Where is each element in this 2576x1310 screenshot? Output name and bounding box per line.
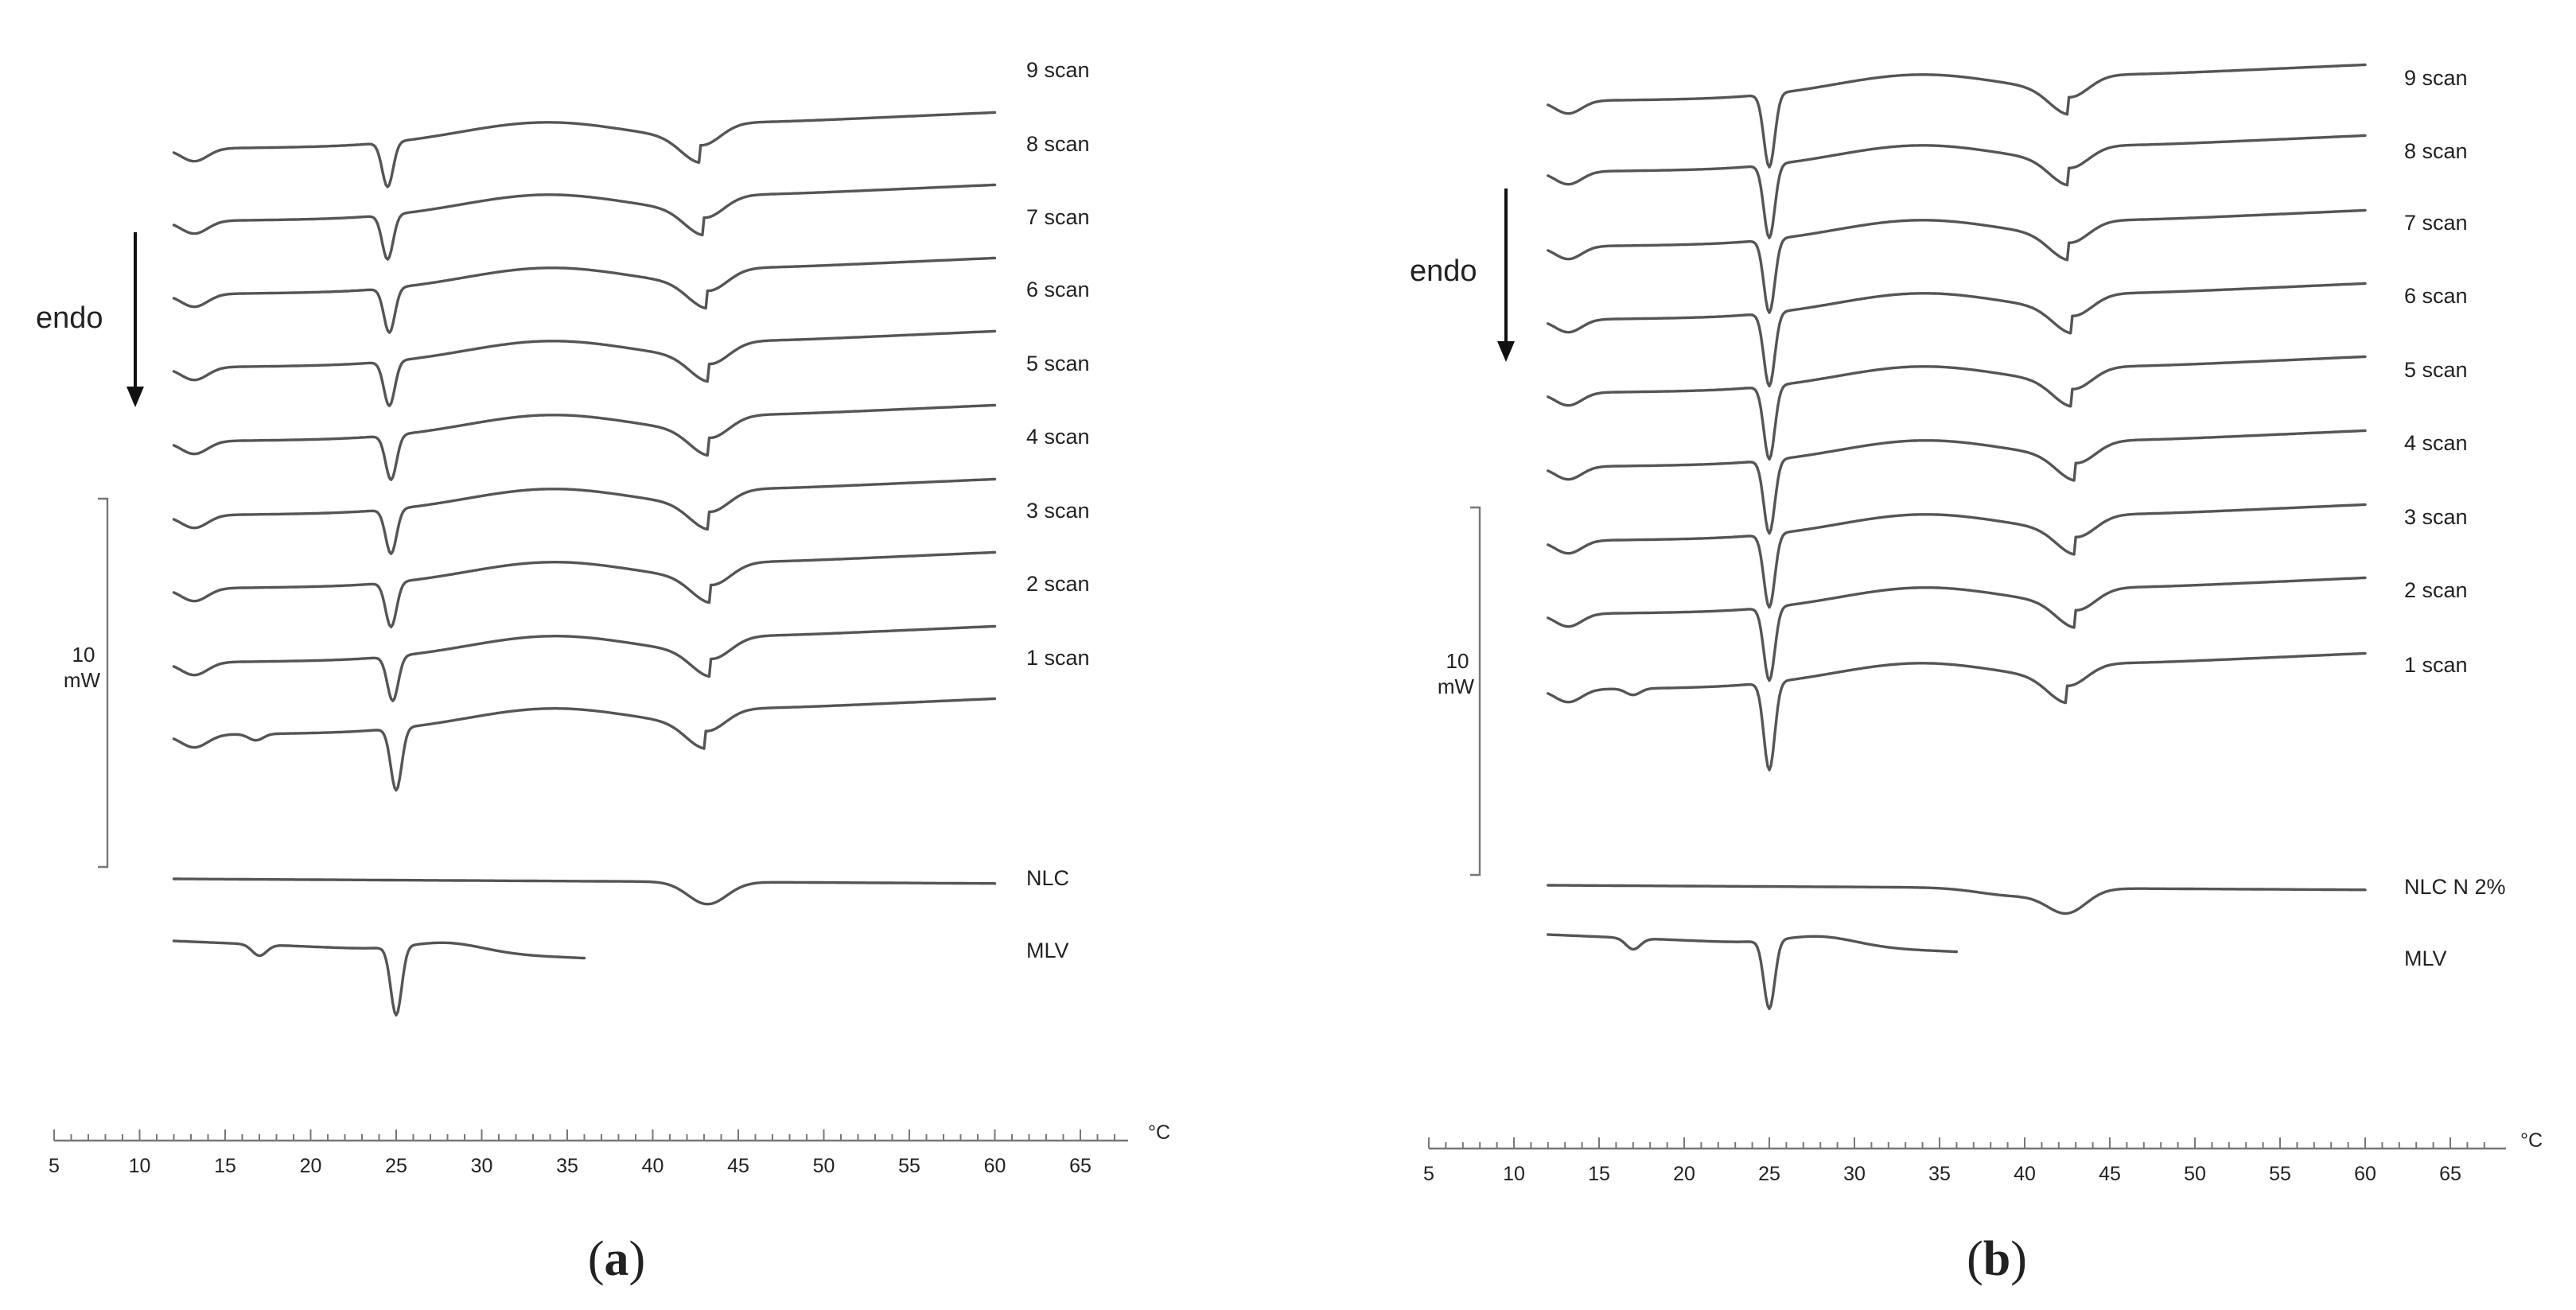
x-tick-label: 25	[385, 1155, 407, 1177]
series-label-4-scan: 4 scan	[1026, 425, 1090, 449]
panel-label-open: (	[1967, 1232, 1983, 1286]
panel-label-close: )	[629, 1232, 646, 1286]
x-tick-label: 65	[1069, 1155, 1091, 1177]
scale-bracket	[98, 497, 109, 869]
series-label-8-scan: 8 scan	[2404, 139, 2468, 163]
x-tick-label: 20	[300, 1155, 322, 1177]
panel-label-close: )	[2010, 1232, 2027, 1286]
endo-arrow-head	[126, 387, 144, 407]
x-tick-label: 60	[2354, 1163, 2376, 1185]
x-tick-label: 35	[1928, 1163, 1951, 1185]
series-label-1-scan: 1 scan	[2404, 653, 2468, 677]
curve-mlv	[1547, 933, 1959, 1010]
x-tick-label: 40	[2014, 1163, 2036, 1185]
series-label-3-scan: 3 scan	[1026, 499, 1090, 523]
series-label-7-scan: 7 scan	[1026, 205, 1090, 229]
x-tick-label: 55	[2269, 1163, 2291, 1185]
curve-9-scan	[172, 111, 997, 189]
panel-label: (a)	[588, 1232, 645, 1286]
x-tick-label: 10	[129, 1155, 151, 1177]
series-label-2-scan: 2 scan	[2404, 578, 2468, 602]
series-label-6-scan: 6 scan	[1026, 278, 1090, 301]
curve-8-scan	[1547, 134, 2367, 239]
curve-nlc-n-2	[1547, 884, 2367, 915]
curve-4-scan	[1547, 429, 2367, 535]
curve-7-scan	[1547, 208, 2367, 314]
panel-label-letter: b	[1983, 1232, 2010, 1286]
scale-bracket	[1470, 506, 1481, 877]
series-label-mlv: MLV	[1026, 939, 1069, 962]
x-tick-label: 40	[642, 1155, 664, 1177]
panel-label: (b)	[1967, 1232, 2027, 1286]
curve-7-scan	[172, 256, 997, 334]
series-label-9-scan: 9 scan	[2404, 66, 2468, 90]
series-label-mlv: MLV	[2404, 947, 2447, 970]
curve-6-scan	[1547, 282, 2367, 388]
series-label-5-scan: 5 scan	[1026, 352, 1090, 375]
series-label-4-scan: 4 scan	[2404, 431, 2468, 455]
x-tick-label: 50	[813, 1155, 835, 1177]
series-label-9-scan: 9 scan	[1026, 58, 1090, 82]
x-tick-label: 55	[898, 1155, 920, 1177]
series-label-5-scan: 5 scan	[2404, 358, 2468, 382]
x-unit-label: °C	[2520, 1129, 2543, 1152]
x-tick-label: 5	[1423, 1163, 1434, 1185]
panel-label-letter: a	[605, 1232, 629, 1286]
curve-1-scan	[1547, 651, 2367, 772]
curve-mlv	[172, 939, 586, 1017]
curve-2-scan	[1547, 576, 2367, 682]
endo-arrow-head	[1497, 341, 1515, 362]
x-tick-label: 45	[727, 1155, 749, 1177]
panel-label-open: (	[588, 1232, 605, 1286]
curve-2-scan	[172, 624, 997, 702]
x-tick-label: 35	[556, 1155, 578, 1177]
curve-9-scan	[1547, 63, 2367, 169]
endo-label: endo	[36, 301, 103, 335]
endo-label: endo	[1410, 255, 1477, 288]
curve-1-scan	[172, 697, 997, 792]
x-tick-label: 20	[1673, 1163, 1695, 1185]
panel-b: 5 10 15 20 25 30 35 40 45 50 55 60 65 °C 9 scan 8 scan 7…	[1410, 63, 2543, 1286]
x-tick-label: 30	[1843, 1163, 1866, 1185]
scale-value: 10	[72, 643, 95, 667]
x-tick-label: 50	[2184, 1163, 2206, 1185]
curve-nlc	[172, 877, 997, 906]
x-tick-label: 30	[471, 1155, 493, 1177]
curve-6-scan	[172, 329, 997, 407]
curve-3-scan	[1547, 503, 2367, 609]
scale-unit: mW	[64, 668, 101, 692]
x-tick-label: 15	[214, 1155, 236, 1177]
x-tick-label: 65	[2439, 1163, 2461, 1185]
scale-value: 10	[1446, 649, 1469, 673]
x-unit-label: °C	[1148, 1121, 1170, 1144]
x-tick-label: 45	[2099, 1163, 2121, 1185]
curve-5-scan	[172, 403, 997, 481]
series-label-7-scan: 7 scan	[2404, 211, 2468, 235]
x-tick-label: 25	[1758, 1163, 1780, 1185]
series-label-8-scan: 8 scan	[1026, 132, 1090, 156]
curve-8-scan	[172, 183, 997, 261]
series-label-nlc: NLC	[1026, 866, 1069, 890]
panel-a: 5 10 15 20 25 30 35 40 45 50 55 60 65 °C 9 scan 8 scan 7…	[36, 58, 1170, 1286]
x-tick-label: 15	[1588, 1163, 1610, 1185]
scale-unit: mW	[1438, 674, 1475, 698]
series-label-nlc-n-2: NLC N 2%	[2404, 875, 2506, 899]
series-label-3-scan: 3 scan	[2404, 505, 2468, 529]
series-label-1-scan: 1 scan	[1026, 646, 1090, 670]
x-tick-label: 10	[1503, 1163, 1525, 1185]
x-tick-label: 5	[49, 1155, 60, 1177]
curve-5-scan	[1547, 355, 2367, 461]
curve-3-scan	[172, 550, 997, 628]
curve-4-scan	[172, 477, 997, 555]
series-label-2-scan: 2 scan	[1026, 572, 1090, 596]
series-label-6-scan: 6 scan	[2404, 284, 2468, 308]
x-tick-label: 60	[984, 1155, 1006, 1177]
